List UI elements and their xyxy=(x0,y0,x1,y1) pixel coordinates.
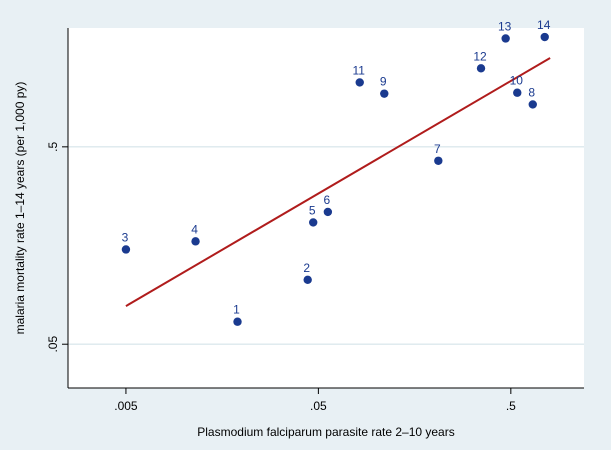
x-axis-title: Plasmodium falciparum parasite rate 2–10… xyxy=(197,425,454,439)
data-point-label-5: 5 xyxy=(309,203,316,217)
data-point-label-2: 2 xyxy=(303,261,310,275)
data-point-label-10: 10 xyxy=(510,74,524,88)
data-point-10 xyxy=(513,88,522,97)
data-point-9 xyxy=(380,89,389,98)
y-tick-label: .5 xyxy=(46,142,60,152)
data-point-5 xyxy=(309,218,318,227)
data-point-13 xyxy=(501,34,510,43)
data-point-label-8: 8 xyxy=(528,85,535,99)
data-point-1 xyxy=(233,317,242,326)
data-point-label-6: 6 xyxy=(324,193,331,207)
data-point-4 xyxy=(191,237,200,246)
data-point-label-14: 14 xyxy=(537,18,551,32)
data-point-label-11: 11 xyxy=(352,63,365,77)
data-point-label-4: 4 xyxy=(191,222,198,236)
data-point-12 xyxy=(476,64,486,73)
data-point-11 xyxy=(355,78,364,87)
x-tick-label: .05 xyxy=(310,399,327,413)
y-tick-label: .05 xyxy=(46,336,60,353)
x-tick-label: .5 xyxy=(506,399,516,413)
data-point-label-9: 9 xyxy=(380,75,387,89)
data-point-8 xyxy=(528,100,537,109)
data-point-7 xyxy=(434,156,443,165)
x-tick-label: .005 xyxy=(114,399,138,413)
data-point-label-1: 1 xyxy=(233,303,240,317)
data-point-3 xyxy=(121,245,131,254)
data-point-2 xyxy=(303,275,312,285)
data-point-label-12: 12 xyxy=(473,49,487,63)
y-axis-title: malaria mortality rate 1–14 years (per 1… xyxy=(13,82,27,335)
data-point-label-3: 3 xyxy=(122,230,129,244)
data-point-6 xyxy=(323,207,333,217)
plot-area xyxy=(68,28,584,388)
data-point-label-7: 7 xyxy=(434,142,441,156)
data-point-label-13: 13 xyxy=(498,19,512,33)
fit-line xyxy=(125,57,551,307)
data-point-14 xyxy=(540,32,549,42)
